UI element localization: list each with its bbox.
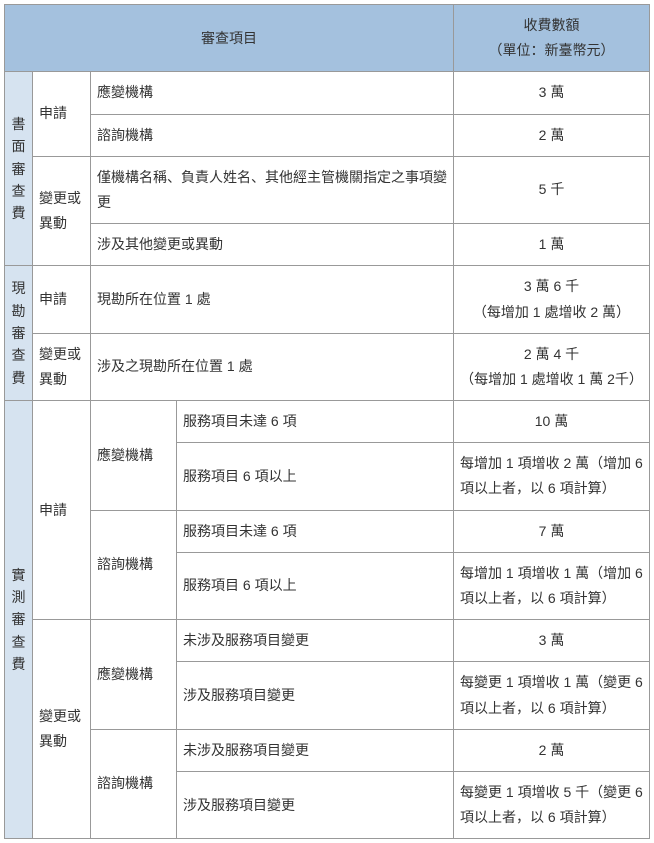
subcat2-cell: 應變機構 [91,620,177,730]
cat-char: 面 [7,135,30,157]
desc-cell: 應變機構 [91,72,454,114]
desc-cell: 涉及其他變更或異動 [91,224,454,266]
desc-cell: 涉及之現勘所在位置 1 處 [91,333,454,400]
header-fee-label: 收費數額 [524,17,580,33]
table-row: 諮詢機構 未涉及服務項目變更 2 萬 [5,729,650,771]
table-row: 變更或異動 僅機構名稱、負責人姓名、其他經主管機關指定之事項變更 5 千 [5,156,650,223]
table-row: 諮詢機構 服務項目未達 6 項 7 萬 [5,510,650,552]
cat-char: 勘 [7,300,30,322]
fee-line: （每增加 1 處增收 2 萬） [473,304,630,320]
header-item: 審查項目 [5,5,454,72]
subcat-apply: 申請 [33,266,91,333]
cat-test: 實 測 審 查 費 [5,401,33,839]
cat-char: 查 [7,631,30,653]
cat-char: 書 [7,113,30,135]
header-fee-unit: （單位：新臺幣元） [489,42,615,58]
subcat-change: 變更或異動 [33,620,91,839]
cat-char: 查 [7,180,30,202]
desc-cell: 涉及服務項目變更 [177,662,454,729]
fee-cell: 2 萬 [454,114,650,156]
desc-cell: 服務項目 6 項以上 [177,443,454,510]
subcat-change: 變更或異動 [33,333,91,400]
fee-cell: 1 萬 [454,224,650,266]
desc-cell: 服務項目 6 項以上 [177,552,454,619]
fee-line: 3 萬 6 千 [524,278,579,294]
subcat-apply: 申請 [33,401,91,620]
fee-table: 審查項目 收費數額 （單位：新臺幣元） 書 面 審 查 費 申請 應變機構 3 … [4,4,650,839]
cat-char: 費 [7,367,30,389]
subcat2-cell: 諮詢機構 [91,510,177,620]
cat-char: 審 [7,158,30,180]
cat-char: 費 [7,653,30,675]
cat-char: 費 [7,202,30,224]
fee-cell: 10 萬 [454,401,650,443]
table-row: 實 測 審 查 費 申請 應變機構 服務項目未達 6 項 10 萬 [5,401,650,443]
fee-line: 2 萬 4 千 [524,346,579,362]
desc-cell: 涉及服務項目變更 [177,771,454,838]
desc-cell: 未涉及服務項目變更 [177,729,454,771]
cat-written: 書 面 審 查 費 [5,72,33,266]
cat-char: 實 [7,564,30,586]
fee-cell: 2 萬 4 千 （每增加 1 處增收 1 萬 2千） [454,333,650,400]
fee-cell: 3 萬 [454,72,650,114]
cat-char: 查 [7,344,30,366]
fee-cell: 5 千 [454,156,650,223]
fee-cell: 每增加 1 項增收 2 萬（增加 6項以上者，以 6 項計算） [454,443,650,510]
table-row: 書 面 審 查 費 申請 應變機構 3 萬 [5,72,650,114]
desc-cell: 諮詢機構 [91,114,454,156]
cat-onsite: 現 勘 審 查 費 [5,266,33,401]
fee-cell: 3 萬 6 千 （每增加 1 處增收 2 萬） [454,266,650,333]
desc-cell: 服務項目未達 6 項 [177,401,454,443]
cat-char: 現 [7,277,30,299]
subcat-change: 變更或異動 [33,156,91,266]
fee-cell: 2 萬 [454,729,650,771]
table-row: 現 勘 審 查 費 申請 現勘所在位置 1 處 3 萬 6 千 （每增加 1 處… [5,266,650,333]
subcat2-cell: 應變機構 [91,401,177,511]
table-row: 諮詢機構 2 萬 [5,114,650,156]
cat-char: 審 [7,322,30,344]
fee-cell: 每變更 1 項增收 5 千（變更 6項以上者，以 6 項計算） [454,771,650,838]
desc-cell: 僅機構名稱、負責人姓名、其他經主管機關指定之事項變更 [91,156,454,223]
cat-char: 審 [7,608,30,630]
fee-cell: 每變更 1 項增收 1 萬（變更 6項以上者，以 6 項計算） [454,662,650,729]
table-row: 變更或異動 涉及之現勘所在位置 1 處 2 萬 4 千 （每增加 1 處增收 1… [5,333,650,400]
desc-cell: 服務項目未達 6 項 [177,510,454,552]
subcat2-cell: 諮詢機構 [91,729,177,839]
fee-cell: 每增加 1 項增收 1 萬（增加 6項以上者，以 6 項計算） [454,552,650,619]
cat-char: 測 [7,586,30,608]
fee-cell: 3 萬 [454,620,650,662]
table-row: 涉及其他變更或異動 1 萬 [5,224,650,266]
fee-line: （每增加 1 處增收 1 萬 2千） [460,371,643,387]
table-row: 變更或異動 應變機構 未涉及服務項目變更 3 萬 [5,620,650,662]
header-row: 審查項目 收費數額 （單位：新臺幣元） [5,5,650,72]
fee-cell: 7 萬 [454,510,650,552]
subcat-apply: 申請 [33,72,91,156]
desc-cell: 現勘所在位置 1 處 [91,266,454,333]
header-fee: 收費數額 （單位：新臺幣元） [454,5,650,72]
desc-cell: 未涉及服務項目變更 [177,620,454,662]
